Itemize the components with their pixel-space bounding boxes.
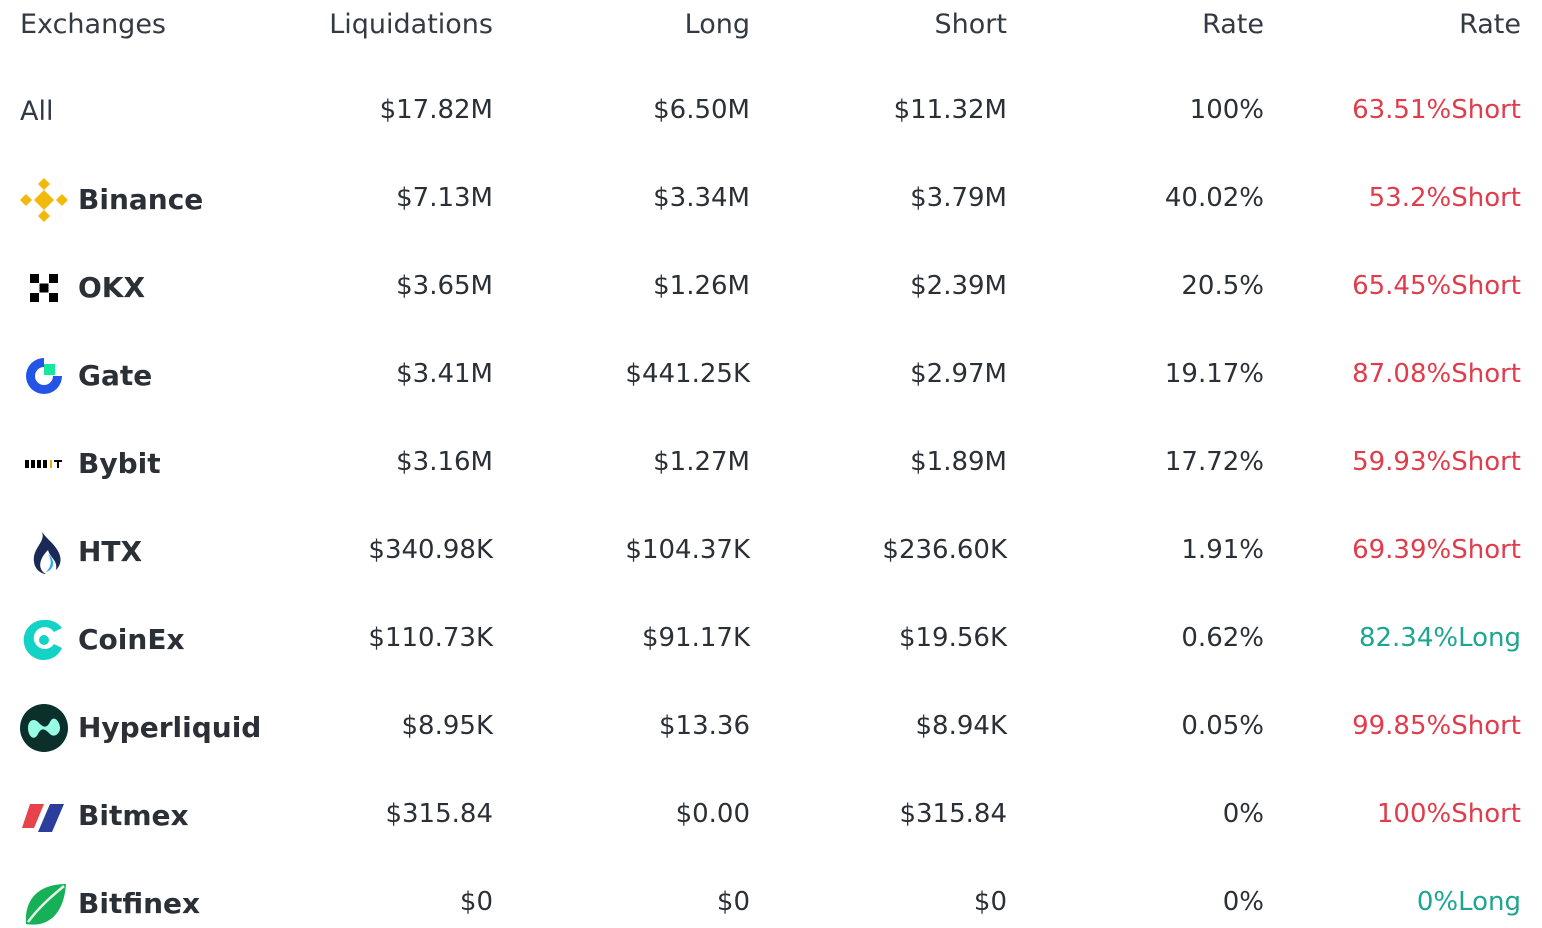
liquidations: $315.84	[385, 799, 493, 829]
side-rate: 69.39%Short	[1352, 535, 1521, 565]
short: $2.39M	[910, 271, 1007, 301]
side-rate: 100%Short	[1376, 799, 1521, 829]
exchange-icon	[20, 178, 68, 222]
side-rate: 99.85%Short	[1352, 711, 1521, 741]
liquidations: $3.16M	[396, 447, 493, 477]
short: $3.79M	[910, 183, 1007, 213]
short: $236.60K	[882, 535, 1007, 565]
exchange-name: CoinEx	[78, 623, 185, 656]
exchange-icon	[30, 274, 58, 302]
exchange-icon	[23, 619, 62, 660]
exchange-name: OKX	[78, 271, 146, 304]
rate: 100%	[1189, 95, 1264, 125]
liquidations: $17.82M	[379, 95, 493, 125]
short: $0	[973, 887, 1007, 917]
long: $6.50M	[653, 95, 750, 125]
short: $315.84	[899, 799, 1007, 829]
exchange-name: Hyperliquid	[78, 711, 262, 744]
liquidations: $8.95K	[401, 711, 493, 741]
side-rate: 63.51%Short	[1352, 95, 1521, 125]
rate: 17.72%	[1164, 447, 1264, 477]
header-cell: Liquidations	[329, 9, 493, 40]
exchange-name: HTX	[78, 535, 143, 568]
exchange-name: Bitfinex	[78, 887, 201, 920]
side-rate: 59.93%Short	[1352, 447, 1521, 477]
exchange-icon	[33, 532, 61, 574]
rate: 0%	[1222, 887, 1264, 917]
liquidations: $0	[459, 887, 493, 917]
header-cell: Long	[684, 9, 750, 40]
liquidations: $110.73K	[368, 623, 493, 653]
long: $1.27M	[653, 447, 750, 477]
long: $0	[716, 887, 750, 917]
liquidations: $3.65M	[396, 271, 493, 301]
exchange-icon	[22, 804, 64, 832]
side-rate: 87.08%Short	[1352, 359, 1521, 389]
long: $1.26M	[653, 271, 750, 301]
header-cell: Exchanges	[20, 9, 166, 40]
exchange-name: Gate	[78, 359, 153, 392]
exchange-name: Bybit	[78, 447, 161, 480]
rate: 0.62%	[1181, 623, 1264, 653]
short: $19.56K	[898, 623, 1007, 653]
exchange-name: Binance	[78, 183, 204, 216]
rate: 20.5%	[1181, 271, 1264, 301]
long: $91.17K	[641, 623, 750, 653]
header-cell: Rate	[1459, 9, 1521, 40]
rate: 0%	[1222, 799, 1264, 829]
side-rate: 82.34%Long	[1358, 623, 1521, 653]
long: $104.37K	[625, 535, 750, 565]
long: $13.36	[659, 711, 750, 741]
liquidations: $3.41M	[396, 359, 493, 389]
side-rate: 0%Long	[1416, 887, 1521, 917]
side-rate: 53.2%Short	[1368, 183, 1521, 213]
header-cell: Rate	[1202, 9, 1264, 40]
liquidations: $340.98K	[368, 535, 493, 565]
side-rate: 65.45%Short	[1352, 271, 1521, 301]
rate: 0.05%	[1181, 711, 1264, 741]
short: $11.32M	[893, 95, 1007, 125]
header-cell: Short	[934, 9, 1007, 40]
short: $8.94K	[915, 711, 1007, 741]
exchange-icon	[25, 884, 66, 925]
long: $3.34M	[653, 183, 750, 213]
liquidations: $7.13M	[396, 183, 493, 213]
exchange-icon	[26, 358, 62, 394]
rate: 1.91%	[1181, 535, 1264, 565]
short: $2.97M	[910, 359, 1007, 389]
long: $441.25K	[625, 359, 750, 389]
exchange-icon	[20, 704, 68, 752]
long: $0.00	[675, 799, 750, 829]
exchange-icon	[25, 460, 62, 468]
exchange-name: Bitmex	[78, 799, 189, 832]
short: $1.89M	[910, 447, 1007, 477]
rate: 19.17%	[1164, 359, 1264, 389]
exchange-name: All	[20, 96, 54, 127]
rate: 40.02%	[1164, 183, 1264, 213]
